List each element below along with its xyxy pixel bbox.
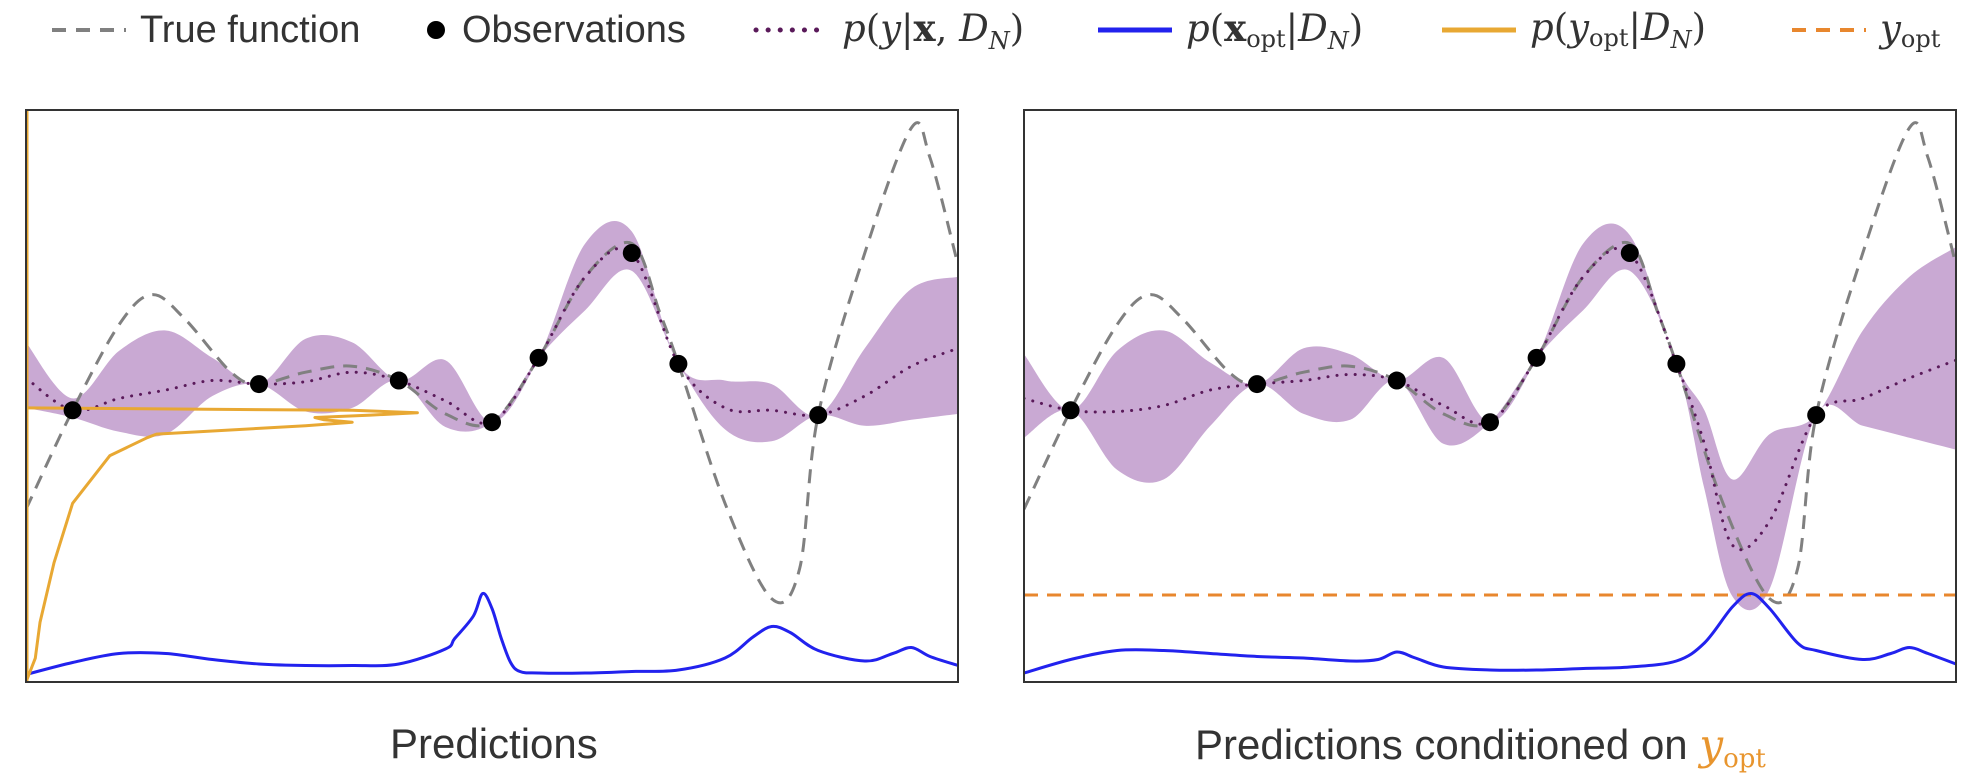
panel-0 bbox=[25, 109, 959, 683]
observation-point bbox=[1620, 244, 1639, 262]
legend-yopt: yopt bbox=[1790, 7, 1941, 53]
dot-icon bbox=[427, 21, 445, 39]
panel-frame bbox=[25, 109, 959, 683]
xopt-density-line bbox=[26, 591, 958, 676]
legend-observations: Observations bbox=[420, 8, 686, 52]
observation-point bbox=[1248, 375, 1266, 394]
legend-true-function: True function bbox=[50, 8, 360, 52]
legend: True function Observations p(y|x, DN) p(… bbox=[0, 0, 1962, 60]
credible-band bbox=[1024, 223, 1956, 611]
panel-frame bbox=[1023, 109, 1957, 683]
predictive-mean-line bbox=[1024, 246, 1956, 552]
legend-observations-label: Observations bbox=[462, 8, 686, 51]
solid-line-blue-icon bbox=[1098, 27, 1172, 33]
panel-title-conditioned: Predictions conditioned on yopt bbox=[1195, 720, 1766, 774]
observation-point bbox=[483, 413, 501, 432]
panel-title-predictions: Predictions bbox=[390, 720, 598, 767]
legend-posterior-yopt-label: p(yopt|DN) bbox=[1530, 6, 1707, 54]
dotted-line-icon bbox=[753, 27, 830, 33]
yopt-density-line bbox=[26, 406, 419, 682]
observation-point bbox=[529, 348, 548, 367]
observation-point bbox=[1061, 401, 1080, 420]
observation-point bbox=[1667, 354, 1686, 373]
dashed-line-icon bbox=[52, 28, 126, 32]
dashed-line-orange-icon bbox=[1792, 28, 1866, 32]
legend-posterior-yopt: p(yopt|DN) bbox=[1440, 6, 1707, 54]
true-function-line bbox=[26, 121, 958, 605]
legend-posterior-predictive-label: p(y|x, DN) bbox=[842, 5, 1025, 55]
panel-1-plot-area bbox=[1024, 121, 1956, 675]
observation-point bbox=[389, 371, 408, 390]
observation-point bbox=[1527, 348, 1546, 367]
panel-0-plot-area bbox=[26, 110, 958, 682]
legend-yopt-label: yopt bbox=[1880, 7, 1941, 53]
observation-point bbox=[1481, 413, 1499, 432]
observation-point bbox=[250, 375, 268, 394]
observation-point bbox=[63, 401, 82, 420]
solid-line-orange-icon bbox=[1442, 27, 1516, 33]
credible-band bbox=[26, 220, 958, 443]
observation-point bbox=[669, 354, 688, 373]
legend-true-function-label: True function bbox=[140, 8, 361, 51]
observation-point bbox=[1807, 406, 1826, 425]
xopt-density-line bbox=[1024, 592, 1956, 675]
legend-posterior-xopt: p(xopt|DN) bbox=[1096, 5, 1364, 55]
legend-posterior-predictive: p(y|x, DN) bbox=[752, 5, 1025, 55]
legend-posterior-xopt-label: p(xopt|DN) bbox=[1186, 5, 1364, 55]
observation-point bbox=[622, 244, 641, 262]
true-function-line bbox=[1024, 121, 1956, 605]
observation-point bbox=[809, 406, 828, 425]
panel-1 bbox=[1023, 109, 1957, 683]
predictive-mean-line bbox=[26, 246, 958, 426]
observation-point bbox=[1387, 371, 1406, 390]
